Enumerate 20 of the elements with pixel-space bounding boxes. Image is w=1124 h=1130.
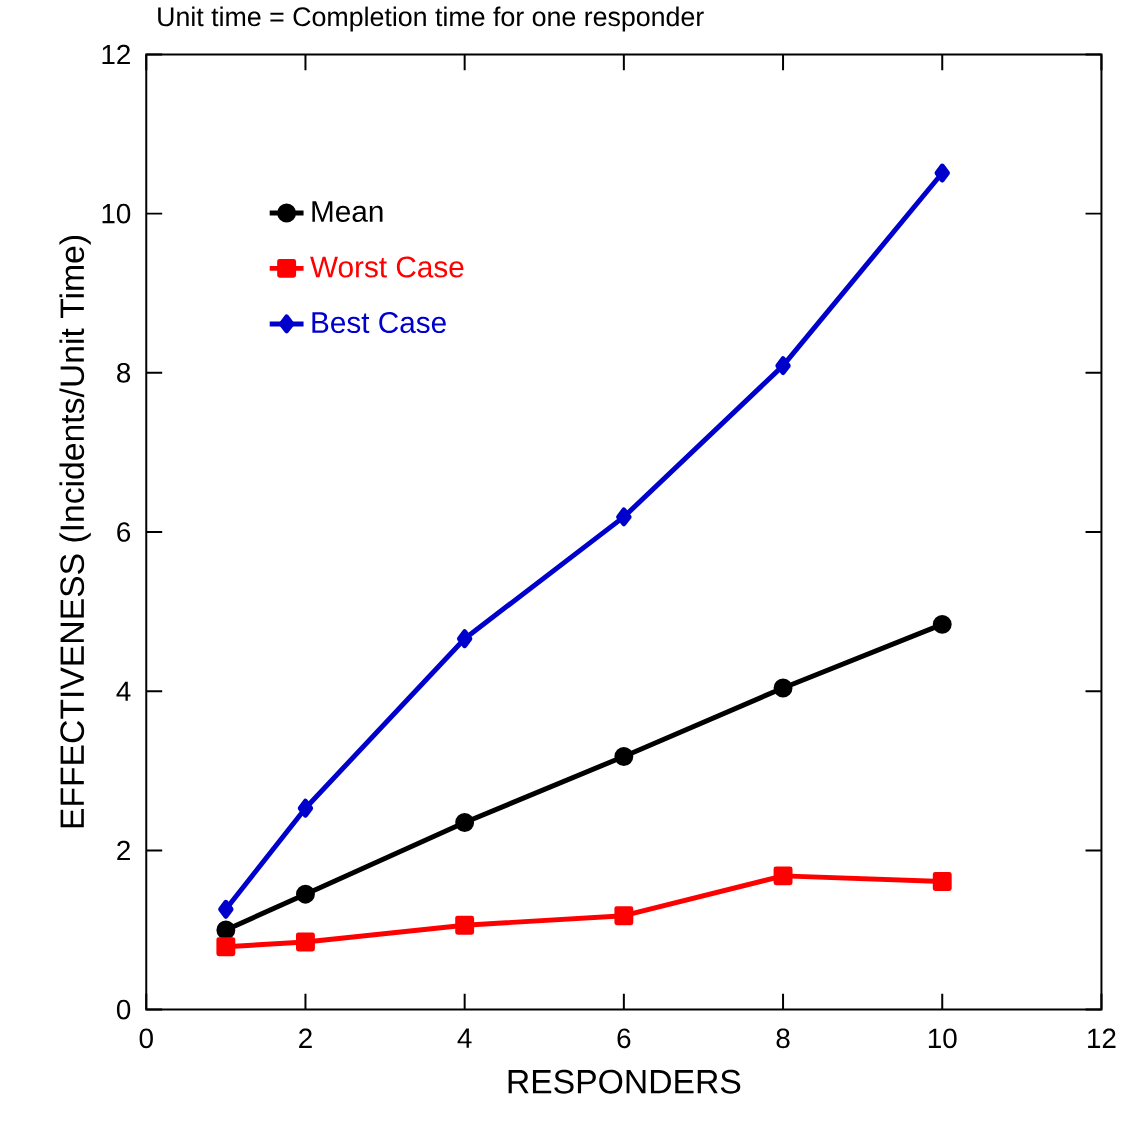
x-tick-label: 10: [928, 1028, 957, 1049]
y-tick-label: 10: [102, 203, 131, 224]
y-tick-label: 4: [116, 681, 131, 701]
y-axis-title: EFFECTIVENESS (Incidents/Unit Time): [59, 236, 91, 828]
x-axis-title: RESPONDERS: [508, 1069, 741, 1094]
x-tick-label: 8: [776, 1028, 790, 1049]
chart-title: Unit time = Completion time for one responder: [158, 6, 704, 32]
y-tick-label: 2: [117, 840, 130, 861]
x-tick-label: 12: [1087, 1028, 1116, 1048]
y-tick-label: 12: [102, 44, 130, 65]
y-tick-label: 8: [116, 362, 130, 383]
x-tick-label: 0: [139, 1028, 153, 1049]
x-tick-label: 4: [457, 1028, 472, 1048]
y-tick-label: 6: [117, 522, 130, 542]
x-tick-label: 6: [617, 1028, 631, 1049]
legend-label: Worst Case: [309, 256, 464, 278]
legend-label: Mean: [312, 201, 383, 222]
x-tick-label: 2: [299, 1028, 312, 1048]
y-tick-label: 0: [116, 999, 131, 1020]
legend-label: Best Case: [312, 312, 446, 334]
